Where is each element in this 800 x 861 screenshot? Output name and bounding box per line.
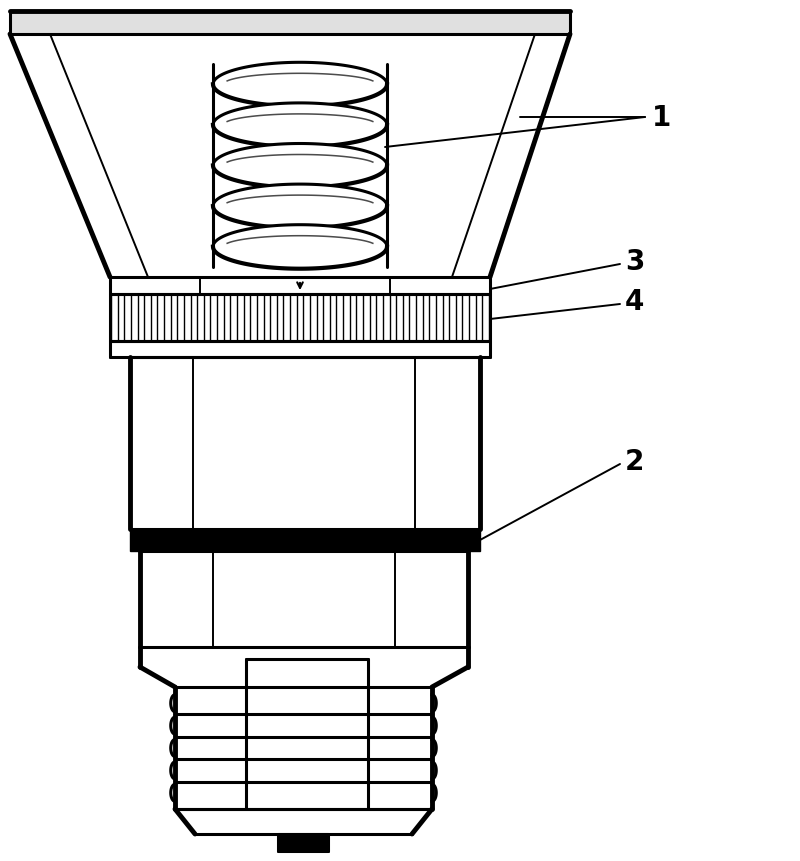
Polygon shape (140, 551, 468, 647)
Polygon shape (213, 63, 387, 107)
Polygon shape (213, 226, 387, 269)
Polygon shape (213, 185, 387, 229)
Polygon shape (110, 278, 490, 294)
Text: 1: 1 (652, 104, 671, 132)
Polygon shape (213, 145, 387, 189)
Text: 2: 2 (625, 448, 644, 475)
Polygon shape (110, 294, 490, 342)
Polygon shape (213, 104, 387, 148)
Polygon shape (10, 12, 570, 35)
Text: 3: 3 (625, 248, 644, 276)
Polygon shape (130, 357, 480, 530)
Polygon shape (278, 834, 328, 851)
Text: 4: 4 (625, 288, 644, 316)
Polygon shape (175, 809, 432, 834)
Polygon shape (130, 530, 480, 551)
Polygon shape (110, 342, 490, 357)
